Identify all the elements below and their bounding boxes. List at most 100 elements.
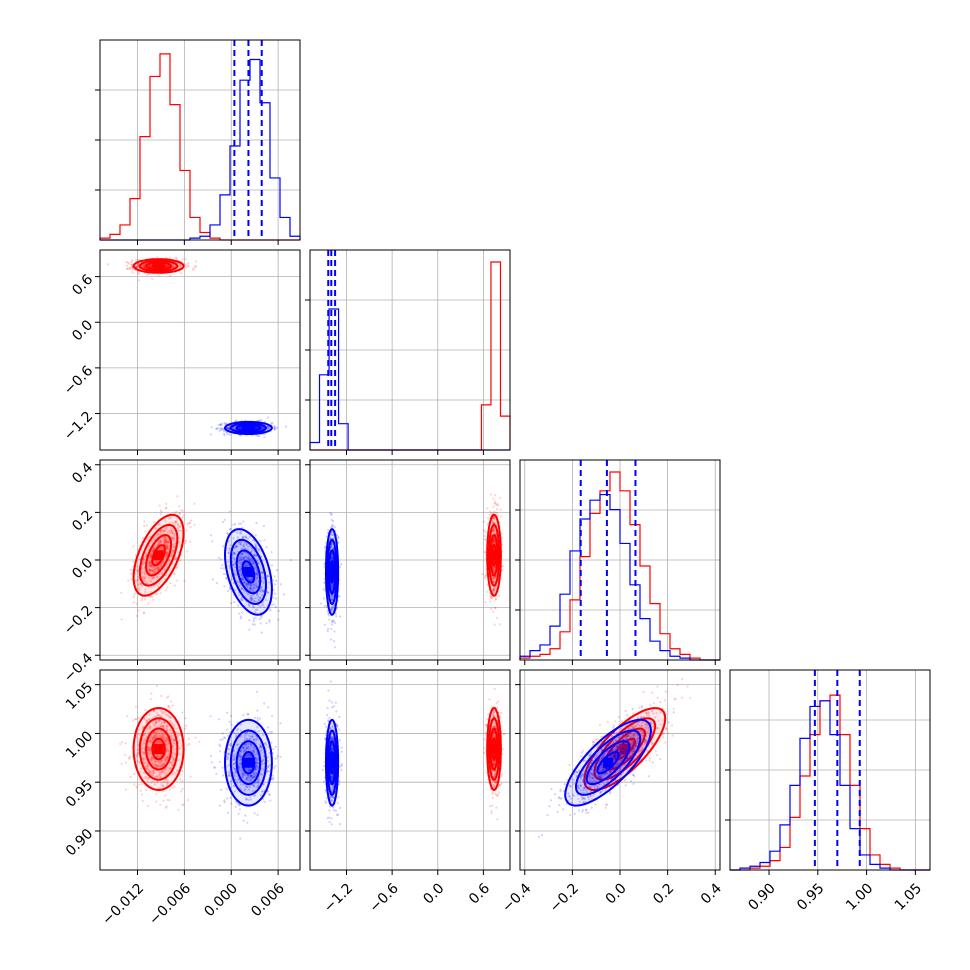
sample-point bbox=[181, 769, 184, 773]
sample-point bbox=[256, 719, 259, 722]
sample-point bbox=[225, 577, 228, 580]
sample-point bbox=[129, 266, 132, 269]
sample-point bbox=[148, 264, 151, 267]
sample-point bbox=[166, 264, 169, 267]
sample-point bbox=[259, 539, 262, 542]
sample-point bbox=[139, 789, 142, 792]
sample-point bbox=[493, 623, 496, 626]
sample-point bbox=[327, 529, 330, 532]
sample-point bbox=[259, 622, 262, 625]
sample-point bbox=[172, 265, 175, 268]
sample-point bbox=[172, 265, 175, 269]
sample-point bbox=[155, 685, 158, 688]
sample-point bbox=[335, 615, 338, 618]
sample-point bbox=[136, 258, 139, 261]
sample-point bbox=[159, 513, 162, 516]
sample-point bbox=[241, 611, 244, 614]
sample-point bbox=[492, 505, 495, 508]
sample-point bbox=[487, 516, 490, 520]
sample-point bbox=[221, 564, 224, 567]
sample-point bbox=[489, 600, 492, 603]
sample-point bbox=[226, 426, 229, 429]
sample-point bbox=[148, 264, 151, 267]
sample-point bbox=[220, 426, 223, 429]
sample-point bbox=[126, 261, 129, 264]
sample-point bbox=[254, 426, 258, 429]
sample-point bbox=[222, 567, 225, 570]
sample-point bbox=[329, 511, 332, 514]
sample-point bbox=[125, 261, 128, 264]
sample-point bbox=[216, 427, 219, 430]
sample-point bbox=[484, 530, 487, 534]
sample-point bbox=[332, 520, 335, 523]
sample-point bbox=[193, 523, 196, 526]
sample-point bbox=[323, 623, 326, 626]
sample-point bbox=[143, 266, 146, 269]
sample-point bbox=[334, 646, 337, 649]
sample-point bbox=[256, 435, 259, 438]
sample-point bbox=[190, 519, 193, 522]
sample-point bbox=[263, 436, 266, 439]
sample-point bbox=[219, 423, 222, 426]
sample-point bbox=[195, 260, 198, 263]
sample-point bbox=[130, 263, 133, 267]
sample-point bbox=[178, 264, 181, 267]
sample-point bbox=[327, 614, 331, 617]
sample-point bbox=[143, 266, 146, 269]
sample-point bbox=[107, 263, 110, 266]
sample-point bbox=[248, 619, 251, 622]
sample-point bbox=[238, 612, 241, 615]
sample-point bbox=[141, 793, 144, 796]
sample-point bbox=[210, 426, 213, 429]
sample-point bbox=[187, 265, 190, 268]
sample-point bbox=[329, 638, 332, 641]
sample-point bbox=[181, 258, 184, 261]
sample-point bbox=[188, 521, 191, 525]
sample-point bbox=[168, 788, 172, 791]
sample-point bbox=[143, 524, 146, 528]
sample-point bbox=[223, 434, 226, 437]
sample-point bbox=[152, 521, 155, 524]
sample-point bbox=[141, 265, 144, 268]
sample-point bbox=[265, 546, 268, 549]
sample-point bbox=[171, 263, 174, 266]
sample-point bbox=[173, 785, 176, 788]
sample-point bbox=[274, 605, 277, 608]
sample-point bbox=[274, 597, 277, 600]
sample-point bbox=[169, 274, 172, 277]
sample-point bbox=[499, 496, 502, 499]
sample-point bbox=[194, 736, 197, 739]
sample-point bbox=[166, 264, 169, 268]
sample-point bbox=[481, 573, 484, 576]
sample-point bbox=[255, 521, 258, 525]
sample-point bbox=[172, 265, 175, 268]
sample-point bbox=[143, 520, 146, 523]
sample-point bbox=[125, 715, 128, 718]
sample-point bbox=[218, 804, 221, 807]
sample-point bbox=[186, 550, 189, 553]
sample-point bbox=[218, 427, 221, 430]
sample-point bbox=[144, 530, 147, 533]
sample-point bbox=[180, 790, 183, 793]
sample-point bbox=[143, 264, 146, 267]
sample-point bbox=[132, 595, 136, 598]
sample-point bbox=[165, 805, 168, 808]
sample-point bbox=[234, 805, 237, 808]
sample-point bbox=[239, 434, 242, 437]
sample-point bbox=[322, 588, 325, 591]
sample-point bbox=[137, 272, 141, 275]
sample-point bbox=[265, 622, 268, 625]
sample-point bbox=[217, 423, 220, 427]
sample-point bbox=[492, 610, 495, 614]
sample-point bbox=[138, 279, 141, 282]
sample-point bbox=[128, 267, 131, 270]
sample-point bbox=[497, 504, 500, 507]
sample-point bbox=[179, 559, 182, 562]
sample-point bbox=[268, 620, 271, 624]
sample-point bbox=[130, 260, 133, 263]
sample-point bbox=[146, 804, 149, 808]
sample-point bbox=[284, 425, 288, 428]
sample-point bbox=[192, 267, 195, 270]
sample-point bbox=[334, 621, 337, 625]
sample-point bbox=[337, 536, 340, 539]
